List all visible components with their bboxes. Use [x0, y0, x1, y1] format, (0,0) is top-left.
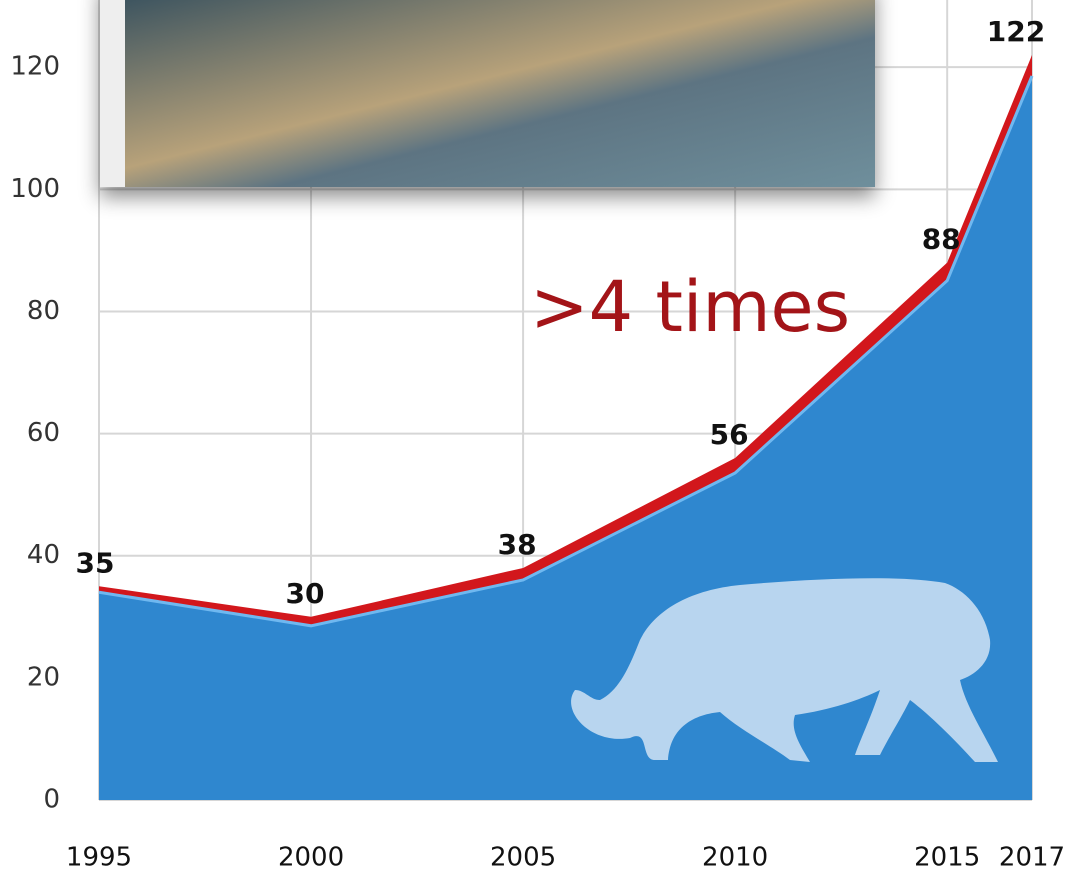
y-tick-label: 100: [10, 174, 60, 204]
x-tick-label: 2000: [278, 843, 344, 873]
y-tick-label: 80: [27, 296, 60, 326]
value-label: 38: [498, 528, 537, 561]
value-label: 122: [987, 15, 1045, 48]
x-tick-label: 2010: [702, 843, 768, 873]
y-tick-label: 120: [10, 52, 60, 82]
chart: >4 times 0 20 40 60 80 100 120 1995 2000 2005 2010…: [0, 0, 1091, 883]
annotation: >4 times: [530, 266, 850, 348]
x-tick-label: 1995: [66, 843, 132, 873]
x-tick-label: 2017: [999, 843, 1065, 873]
value-label: 88: [922, 223, 961, 256]
y-tick-label: 0: [43, 785, 60, 815]
value-label: 35: [76, 546, 115, 579]
y-tick-label: 40: [27, 540, 60, 570]
value-label: 30: [286, 577, 325, 610]
x-tick-label: 2005: [490, 843, 556, 873]
value-label: 56: [710, 418, 749, 451]
y-tick-label: 20: [27, 662, 60, 692]
y-tick-label: 60: [27, 418, 60, 448]
leopard-photo: [125, 0, 875, 187]
x-tick-label: 2015: [914, 843, 980, 873]
